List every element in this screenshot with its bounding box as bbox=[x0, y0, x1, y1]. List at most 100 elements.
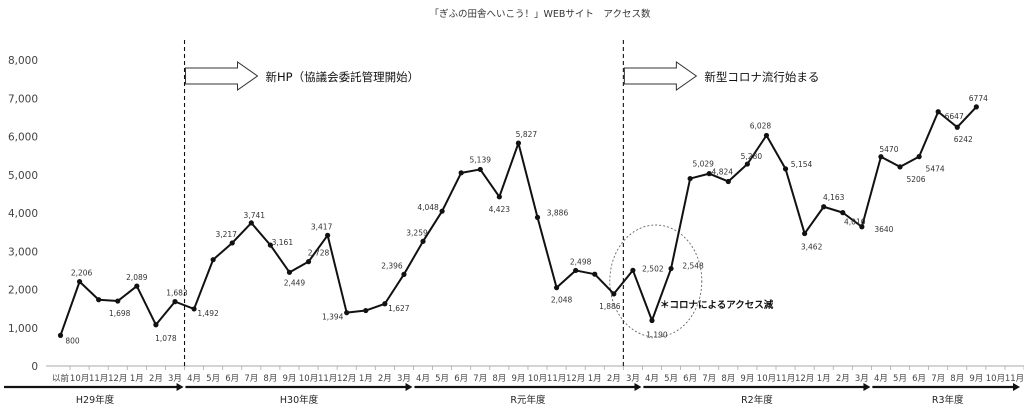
data-point bbox=[725, 178, 731, 185]
data-label: 1,078 bbox=[155, 334, 177, 343]
x-tick-label: 2月 bbox=[607, 374, 621, 384]
data-point bbox=[534, 214, 541, 220]
x-tick-label: 5月 bbox=[206, 374, 220, 384]
data-point bbox=[821, 204, 827, 210]
data-label: 2,548 bbox=[682, 262, 704, 271]
data-label: 1,698 bbox=[109, 309, 131, 318]
x-tick-label: 2月 bbox=[836, 374, 850, 384]
data-point bbox=[630, 267, 636, 273]
fiscal-year-label: R2年度 bbox=[741, 394, 773, 406]
data-label: 6,028 bbox=[750, 121, 772, 130]
y-tick-label: 6,000 bbox=[8, 132, 38, 144]
x-tick-label: 4月 bbox=[416, 374, 430, 384]
data-point bbox=[191, 306, 197, 312]
data-point bbox=[954, 124, 960, 130]
x-tick-label: 5月 bbox=[893, 374, 907, 384]
x-tick-label: 3月 bbox=[855, 374, 869, 384]
arrow-head-icon bbox=[176, 383, 184, 391]
data-point bbox=[267, 242, 273, 248]
data-point bbox=[515, 140, 522, 146]
data-label: 5,139 bbox=[470, 155, 492, 164]
data-point bbox=[401, 271, 407, 277]
x-tick-label: 9月 bbox=[969, 374, 983, 384]
data-label: 5470 bbox=[879, 145, 898, 154]
data-label: 1,627 bbox=[388, 304, 410, 313]
x-tick-label: 8月 bbox=[263, 374, 277, 384]
x-tick-label: 4月 bbox=[645, 374, 659, 384]
x-tick-label: 9月 bbox=[740, 374, 754, 384]
data-label: 1,886 bbox=[599, 302, 621, 311]
data-point bbox=[744, 161, 750, 167]
y-tick-label: 7,000 bbox=[8, 93, 38, 105]
data-point bbox=[611, 291, 617, 297]
data-label: 5206 bbox=[906, 175, 925, 184]
y-tick-label: 1,000 bbox=[8, 323, 38, 335]
arrow-right-icon bbox=[185, 61, 259, 91]
data-label: 6647 bbox=[945, 112, 964, 121]
data-label: 2,449 bbox=[284, 278, 306, 287]
data-label: 1,190 bbox=[646, 330, 668, 339]
x-tick-label: 7月 bbox=[702, 374, 716, 384]
y-tick-label: 8,000 bbox=[8, 55, 38, 67]
data-point bbox=[286, 269, 293, 275]
data-point bbox=[305, 259, 312, 265]
data-label: 1,394 bbox=[322, 313, 344, 322]
data-point bbox=[573, 267, 579, 274]
data-point bbox=[706, 171, 712, 177]
arrow-head-icon bbox=[863, 383, 871, 391]
data-label: 5,827 bbox=[516, 130, 538, 139]
x-tick-label: 9月 bbox=[511, 374, 525, 384]
data-label: 1,492 bbox=[197, 309, 219, 318]
x-tick-label: 1月 bbox=[359, 374, 373, 384]
data-point bbox=[496, 194, 502, 200]
data-label: 4,824 bbox=[712, 167, 734, 176]
data-point bbox=[248, 220, 254, 226]
data-point bbox=[57, 332, 64, 338]
data-point bbox=[859, 224, 865, 230]
data-point bbox=[592, 271, 598, 277]
x-tick-label: 10月 bbox=[299, 374, 318, 384]
data-label: 4,423 bbox=[489, 205, 511, 214]
data-point bbox=[763, 132, 770, 139]
data-point bbox=[782, 166, 789, 172]
data-labels: 800 2,206 1,698 2,089 1,078 1,683 1,492 3,217 3,… bbox=[65, 94, 988, 346]
arrow-head-icon bbox=[634, 383, 642, 391]
data-point bbox=[439, 208, 445, 214]
data-label: 800 bbox=[65, 336, 80, 345]
x-tick-label: 7月 bbox=[473, 374, 487, 384]
data-point bbox=[553, 285, 560, 291]
fiscal-year-label: H30年度 bbox=[280, 394, 319, 406]
data-label: 2,498 bbox=[570, 257, 592, 266]
covid-annotation: 新型コロナ流行始まる bbox=[704, 70, 819, 84]
data-point bbox=[687, 175, 693, 182]
data-label: 6242 bbox=[954, 135, 973, 144]
x-tick-label: 1月 bbox=[817, 374, 831, 384]
data-point bbox=[96, 297, 102, 303]
data-point bbox=[115, 298, 121, 304]
x-tick-label: 11月 bbox=[89, 374, 108, 384]
data-label: 2,206 bbox=[71, 269, 93, 278]
covid-dip-circle bbox=[609, 224, 703, 338]
data-label: 3,462 bbox=[801, 243, 823, 252]
data-label: 5,154 bbox=[791, 160, 813, 169]
x-tick-label: 5月 bbox=[664, 374, 678, 384]
x-tick-label: 6月 bbox=[225, 374, 239, 384]
data-label: 2,048 bbox=[551, 296, 573, 305]
x-tick-label: 3月 bbox=[626, 374, 640, 384]
data-label: 4,163 bbox=[823, 193, 845, 202]
arrow-head-icon bbox=[405, 383, 413, 391]
y-tick-label: 5,000 bbox=[8, 170, 38, 182]
chart-title: 「ぎふの田舎へいこう！」WEBサイト アクセス数 bbox=[430, 8, 651, 20]
annotations: 新HP（協議会委託管理開始） 新型コロナ流行始まる ＊コロナによるアクセス減 bbox=[183, 40, 819, 366]
data-point bbox=[325, 232, 331, 238]
x-tick-label: 5月 bbox=[435, 374, 449, 384]
data-point bbox=[897, 164, 903, 170]
x-tick-label: 3月 bbox=[397, 374, 411, 384]
data-label: 1,683 bbox=[166, 289, 188, 298]
data-point bbox=[458, 170, 464, 176]
data-point bbox=[363, 307, 369, 314]
x-tick-label: 11月 bbox=[1005, 374, 1024, 384]
data-point bbox=[382, 301, 388, 307]
covid-dip-note: ＊コロナによるアクセス減 bbox=[660, 299, 774, 311]
x-tick-label: 7月 bbox=[244, 374, 258, 384]
